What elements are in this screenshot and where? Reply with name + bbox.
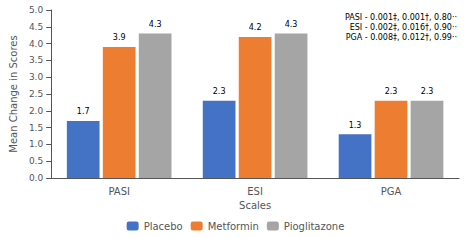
svg-text:2.3: 2.3 <box>385 87 398 96</box>
svg-text:2.5: 2.5 <box>29 89 43 99</box>
svg-text:5.0: 5.0 <box>29 5 44 15</box>
svg-text:Pioglitazone: Pioglitazone <box>284 221 345 232</box>
svg-text:2.0: 2.0 <box>29 106 44 116</box>
svg-text:Placebo: Placebo <box>144 221 183 232</box>
svg-text:3.0: 3.0 <box>29 72 44 82</box>
svg-text:3.9: 3.9 <box>113 33 126 42</box>
svg-text:PASI - 0.001‡, 0.001†, 0.80··: PASI - 0.001‡, 0.001†, 0.80·· <box>345 13 457 22</box>
svg-text:1.5: 1.5 <box>29 123 43 133</box>
svg-text:Mean Change in Scores: Mean Change in Scores <box>8 35 19 152</box>
svg-text:PASI: PASI <box>108 186 130 197</box>
svg-text:1.7: 1.7 <box>77 107 90 116</box>
svg-text:1.0: 1.0 <box>29 139 44 149</box>
svg-text:Scales: Scales <box>239 200 271 211</box>
svg-text:2.3: 2.3 <box>213 87 226 96</box>
svg-text:4.5: 4.5 <box>29 22 43 32</box>
svg-text:Metformin: Metformin <box>208 221 259 232</box>
svg-text:1.3: 1.3 <box>349 121 362 130</box>
svg-text:PGA - 0.008‡, 0.012†, 0.99··: PGA - 0.008‡, 0.012†, 0.99·· <box>346 33 457 42</box>
svg-text:PGA: PGA <box>381 186 402 197</box>
svg-text:ESI - 0.002‡, 0.016†, 0.90··: ESI - 0.002‡, 0.016†, 0.90·· <box>350 23 457 32</box>
svg-text:ESI: ESI <box>247 186 263 197</box>
svg-text:0.5: 0.5 <box>29 156 43 166</box>
svg-text:4.3: 4.3 <box>285 20 298 29</box>
svg-text:3.5: 3.5 <box>29 55 43 65</box>
svg-text:0.0: 0.0 <box>29 173 44 183</box>
svg-text:4.3: 4.3 <box>149 20 162 29</box>
svg-text:4.2: 4.2 <box>249 23 262 32</box>
svg-text:4.0: 4.0 <box>29 39 44 49</box>
svg-text:2.3: 2.3 <box>421 87 434 96</box>
